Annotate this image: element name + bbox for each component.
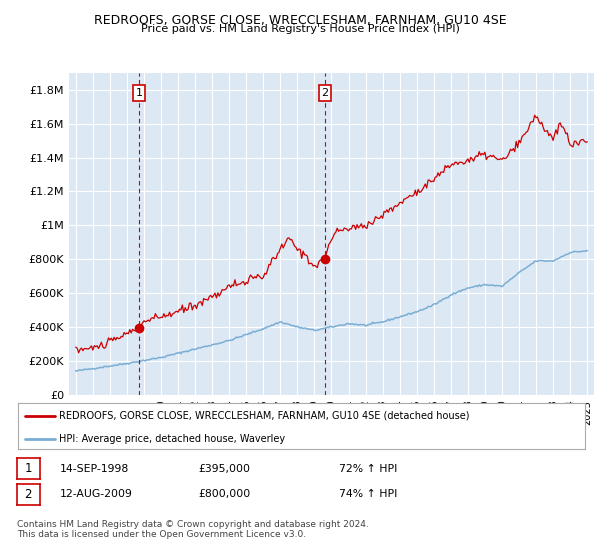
Text: 2: 2	[322, 88, 329, 98]
Text: HPI: Average price, detached house, Waverley: HPI: Average price, detached house, Wave…	[59, 433, 286, 444]
Text: REDROOFS, GORSE CLOSE, WRECCLESHAM, FARNHAM, GU10 4SE (detached house): REDROOFS, GORSE CLOSE, WRECCLESHAM, FARN…	[59, 410, 470, 421]
Text: 12-AUG-2009: 12-AUG-2009	[60, 489, 133, 500]
Text: 74% ↑ HPI: 74% ↑ HPI	[339, 489, 397, 500]
Text: REDROOFS, GORSE CLOSE, WRECCLESHAM, FARNHAM, GU10 4SE: REDROOFS, GORSE CLOSE, WRECCLESHAM, FARN…	[94, 14, 506, 27]
Text: £395,000: £395,000	[198, 464, 250, 474]
Text: 1: 1	[136, 88, 143, 98]
Text: 1: 1	[25, 462, 32, 475]
Text: 72% ↑ HPI: 72% ↑ HPI	[339, 464, 397, 474]
Text: Price paid vs. HM Land Registry's House Price Index (HPI): Price paid vs. HM Land Registry's House …	[140, 24, 460, 34]
Text: 2: 2	[25, 488, 32, 501]
Text: £800,000: £800,000	[198, 489, 250, 500]
Text: 14-SEP-1998: 14-SEP-1998	[60, 464, 129, 474]
Text: Contains HM Land Registry data © Crown copyright and database right 2024.
This d: Contains HM Land Registry data © Crown c…	[17, 520, 368, 539]
